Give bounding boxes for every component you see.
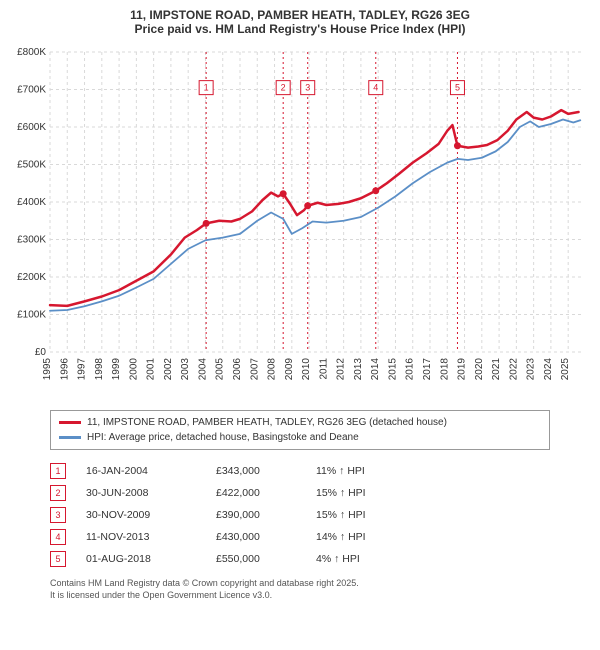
svg-text:2010: 2010 — [301, 358, 312, 381]
svg-text:£0: £0 — [35, 347, 47, 358]
legend-label: 11, IMPSTONE ROAD, PAMBER HEATH, TADLEY,… — [87, 415, 447, 430]
tx-date: 30-NOV-2009 — [86, 509, 196, 521]
legend: 11, IMPSTONE ROAD, PAMBER HEATH, TADLEY,… — [50, 410, 550, 450]
tx-price: £430,000 — [216, 531, 296, 543]
svg-text:2007: 2007 — [249, 358, 260, 381]
legend-label: HPI: Average price, detached house, Basi… — [87, 430, 359, 445]
svg-text:1995: 1995 — [42, 358, 53, 381]
marker-box: 4 — [50, 529, 66, 545]
svg-text:2022: 2022 — [508, 358, 519, 381]
tx-date: 16-JAN-2004 — [86, 465, 196, 477]
svg-text:£400K: £400K — [17, 197, 46, 208]
svg-text:£700K: £700K — [17, 85, 46, 96]
svg-text:£100K: £100K — [17, 310, 46, 321]
svg-text:5: 5 — [455, 83, 460, 93]
svg-text:2011: 2011 — [318, 358, 329, 380]
svg-text:2003: 2003 — [180, 358, 191, 381]
svg-text:2017: 2017 — [422, 358, 433, 381]
svg-text:2012: 2012 — [336, 358, 347, 381]
svg-text:2005: 2005 — [215, 358, 226, 381]
svg-text:2008: 2008 — [267, 358, 278, 381]
title-line1: 11, IMPSTONE ROAD, PAMBER HEATH, TADLEY,… — [8, 8, 592, 22]
marker-box: 1 — [50, 463, 66, 479]
svg-text:4: 4 — [373, 83, 378, 93]
tx-pct: 14% ↑ HPI — [316, 531, 406, 543]
svg-text:2018: 2018 — [439, 358, 450, 381]
svg-text:£300K: £300K — [17, 235, 46, 246]
svg-text:1: 1 — [204, 83, 209, 93]
svg-text:£500K: £500K — [17, 160, 46, 171]
svg-text:2015: 2015 — [387, 358, 398, 381]
footer-line2: It is licensed under the Open Government… — [50, 590, 550, 602]
svg-text:£200K: £200K — [17, 272, 46, 283]
tx-date: 11-NOV-2013 — [86, 531, 196, 543]
chart-svg: £0 £100K £200K £300K £400K £500K £600K £700K £80… — [8, 42, 592, 402]
svg-text:2014: 2014 — [370, 358, 381, 381]
svg-text:2000: 2000 — [128, 358, 139, 381]
svg-text:2020: 2020 — [474, 358, 485, 381]
tx-price: £422,000 — [216, 487, 296, 499]
svg-text:2006: 2006 — [232, 358, 243, 381]
svg-text:2025: 2025 — [560, 358, 571, 381]
table-row: 1 16-JAN-2004 £343,000 11% ↑ HPI — [50, 460, 550, 482]
legend-item: HPI: Average price, detached house, Basi… — [59, 430, 541, 445]
tx-price: £550,000 — [216, 553, 296, 565]
legend-swatch — [59, 436, 81, 439]
tx-date: 01-AUG-2018 — [86, 553, 196, 565]
svg-text:2023: 2023 — [526, 358, 537, 381]
svg-text:2013: 2013 — [353, 358, 364, 381]
tx-pct: 11% ↑ HPI — [316, 465, 406, 477]
legend-swatch — [59, 421, 81, 424]
svg-text:1997: 1997 — [77, 358, 88, 381]
transactions-table: 1 16-JAN-2004 £343,000 11% ↑ HPI 2 30-JUN-200… — [50, 460, 550, 570]
tx-price: £343,000 — [216, 465, 296, 477]
svg-text:£800K: £800K — [17, 47, 46, 58]
title-line2: Price paid vs. HM Land Registry's House … — [8, 22, 592, 36]
chart: £0 £100K £200K £300K £400K £500K £600K £700K £80… — [8, 42, 592, 402]
table-row: 3 30-NOV-2009 £390,000 15% ↑ HPI — [50, 504, 550, 526]
svg-text:3: 3 — [305, 83, 310, 93]
marker-box: 3 — [50, 507, 66, 523]
tx-price: £390,000 — [216, 509, 296, 521]
svg-text:2009: 2009 — [284, 358, 295, 381]
tx-pct: 15% ↑ HPI — [316, 487, 406, 499]
svg-text:2004: 2004 — [197, 358, 208, 381]
svg-text:£600K: £600K — [17, 122, 46, 133]
tx-pct: 4% ↑ HPI — [316, 553, 406, 565]
svg-text:2016: 2016 — [405, 358, 416, 381]
tx-date: 30-JUN-2008 — [86, 487, 196, 499]
table-row: 4 11-NOV-2013 £430,000 14% ↑ HPI — [50, 526, 550, 548]
svg-text:2024: 2024 — [543, 358, 554, 381]
svg-text:2019: 2019 — [457, 358, 468, 381]
svg-text:1999: 1999 — [111, 358, 122, 381]
footer: Contains HM Land Registry data © Crown c… — [50, 578, 550, 601]
legend-item: 11, IMPSTONE ROAD, PAMBER HEATH, TADLEY,… — [59, 415, 541, 430]
table-row: 5 01-AUG-2018 £550,000 4% ↑ HPI — [50, 548, 550, 570]
table-row: 2 30-JUN-2008 £422,000 15% ↑ HPI — [50, 482, 550, 504]
svg-text:2002: 2002 — [163, 358, 174, 381]
tx-pct: 15% ↑ HPI — [316, 509, 406, 521]
svg-text:2001: 2001 — [146, 358, 157, 381]
marker-box: 5 — [50, 551, 66, 567]
footer-line1: Contains HM Land Registry data © Crown c… — [50, 578, 550, 590]
svg-text:1998: 1998 — [94, 358, 105, 381]
svg-text:2021: 2021 — [491, 358, 502, 381]
svg-text:2: 2 — [281, 83, 286, 93]
marker-box: 2 — [50, 485, 66, 501]
svg-text:1996: 1996 — [59, 358, 70, 381]
